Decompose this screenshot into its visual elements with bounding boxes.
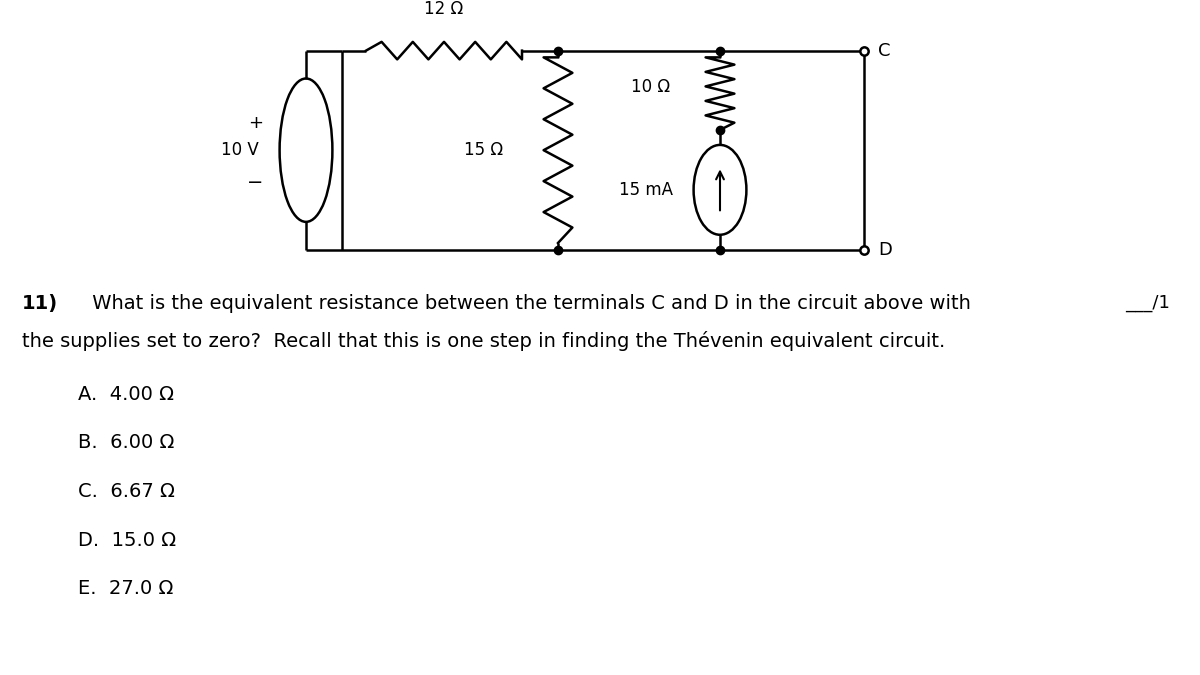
Text: C.  6.67 Ω: C. 6.67 Ω <box>78 482 175 501</box>
Text: B.  6.00 Ω: B. 6.00 Ω <box>78 433 174 452</box>
Text: 10 V: 10 V <box>221 141 259 159</box>
Text: D: D <box>878 241 893 259</box>
Text: E.  27.0 Ω: E. 27.0 Ω <box>78 579 173 598</box>
Text: C: C <box>878 42 890 59</box>
Text: −: − <box>247 173 264 192</box>
Text: 11): 11) <box>22 294 58 313</box>
Text: the supplies set to zero?  Recall that this is one step in finding the Thévenin : the supplies set to zero? Recall that th… <box>22 331 944 351</box>
Text: +: + <box>248 114 263 132</box>
Text: 15 Ω: 15 Ω <box>464 141 503 159</box>
Text: ___/1: ___/1 <box>1126 294 1170 312</box>
Text: 10 Ω: 10 Ω <box>631 78 670 96</box>
Text: 12 Ω: 12 Ω <box>425 0 463 18</box>
Text: A.  4.00 Ω: A. 4.00 Ω <box>78 385 174 404</box>
Text: What is the equivalent resistance between the terminals C and D in the circuit a: What is the equivalent resistance betwee… <box>86 294 971 313</box>
Text: 15 mA: 15 mA <box>619 181 673 199</box>
Text: D.  15.0 Ω: D. 15.0 Ω <box>78 531 176 549</box>
